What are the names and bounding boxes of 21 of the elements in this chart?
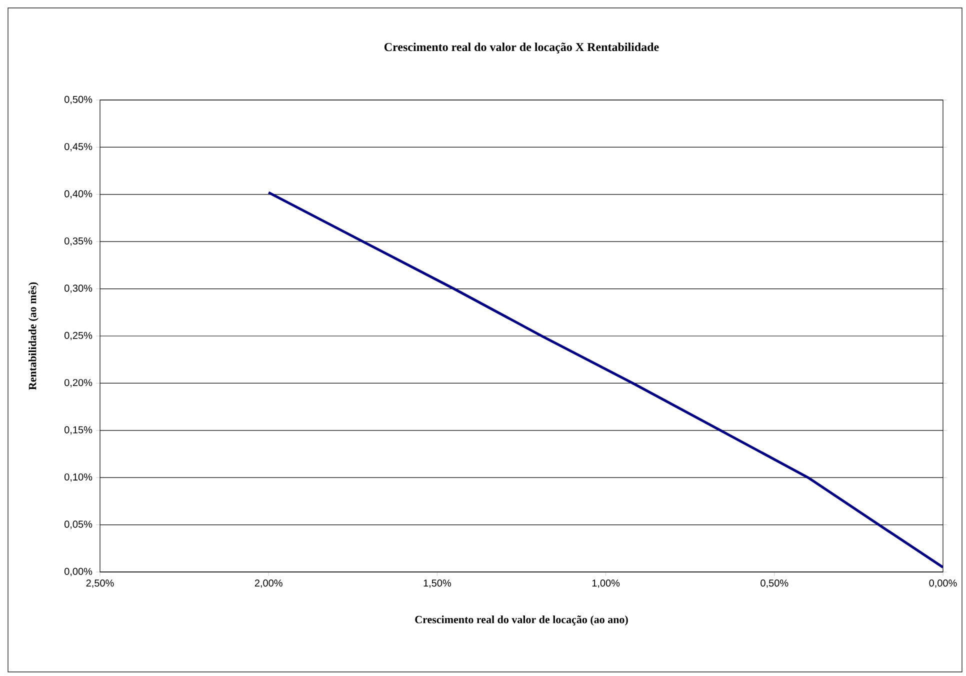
y-tick-label: 0,40% (64, 190, 92, 199)
y-tick-label: 0,45% (64, 143, 92, 152)
x-tick-label: 2,50% (86, 580, 114, 588)
y-tick-label: 0,15% (64, 426, 92, 435)
y-tick-label: 0,20% (64, 379, 92, 388)
x-axis-title: Crescimento real do valor de locação (ao ano) (415, 616, 628, 626)
y-tick-label: 0,25% (64, 332, 92, 340)
x-tick-label: 1,00% (592, 580, 620, 588)
chart-title: Crescimento real do valor de locação X Rentabilidade (384, 42, 659, 54)
x-tick-label: 2,00% (254, 580, 282, 588)
x-tick-label: 0,50% (760, 580, 788, 588)
y-tick-label: 0,00% (64, 568, 92, 576)
y-tick-label: 0,35% (64, 237, 92, 246)
x-tick-label: 1,50% (424, 580, 452, 588)
x-tick-label: 0,00% (929, 580, 957, 588)
line-series (267, 191, 943, 569)
y-axis-title: Rentabilidade (ao mês) (28, 282, 38, 390)
y-tick-label: 0,50% (64, 96, 92, 104)
y-tick-label: 0,30% (64, 284, 92, 293)
y-tick-label: 0,05% (64, 520, 92, 529)
y-tick-label: 0,10% (64, 473, 92, 482)
